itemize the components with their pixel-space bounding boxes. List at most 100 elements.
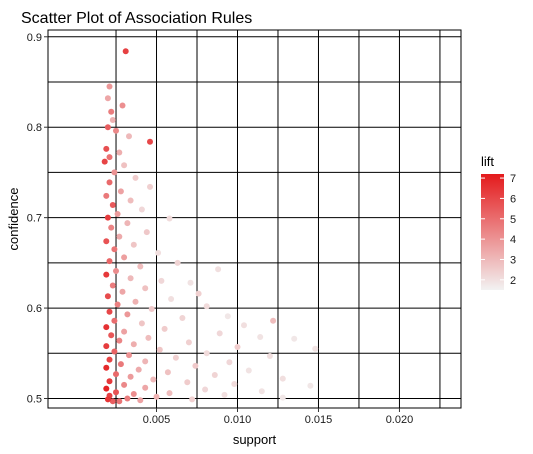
legend-break-label: 2 (510, 275, 516, 287)
data-point (117, 361, 124, 368)
y-tick-label: 0.8 (27, 122, 42, 134)
chart-title: Scatter Plot of Association Rules (21, 10, 252, 27)
data-point (106, 258, 113, 265)
data-point (312, 345, 319, 352)
legend-break-label: 6 (510, 193, 516, 205)
data-point (215, 266, 222, 273)
data-point (121, 162, 128, 169)
data-point (202, 386, 209, 393)
data-point (127, 275, 134, 282)
y-tick-label: 0.6 (27, 303, 42, 315)
data-point (121, 381, 128, 388)
y-tick-label: 0.9 (27, 32, 42, 44)
data-point (145, 334, 152, 341)
axis-tick-labels: 0.005 0.010 0.015 0.020 0.5 0.6 0.7 0.8 0.9 (27, 32, 414, 426)
data-point (195, 290, 202, 297)
data-point (279, 394, 286, 401)
data-point (185, 339, 192, 346)
data-point (113, 127, 119, 134)
data-point (103, 271, 110, 278)
data-point (148, 306, 155, 312)
legend-color-bar (481, 174, 504, 290)
data-point (113, 371, 119, 378)
data-point (166, 390, 173, 397)
data-point (114, 211, 121, 217)
data-point (231, 381, 238, 387)
data-point (137, 397, 144, 404)
data-point (158, 277, 165, 284)
data-point (114, 301, 121, 308)
x-tick-label: 0.015 (305, 414, 333, 426)
data-point (143, 229, 150, 236)
data-point (103, 238, 110, 245)
color-legend: lift 2 3 4 5 6 7 (481, 154, 516, 290)
data-point (130, 391, 137, 397)
data-point (116, 337, 123, 344)
data-point (106, 356, 113, 363)
data-point (155, 249, 162, 256)
data-point (121, 328, 128, 335)
data-point (147, 138, 153, 145)
data-point (124, 220, 131, 227)
legend-break-label: 4 (510, 234, 516, 246)
data-point (108, 224, 115, 231)
data-point (135, 366, 142, 373)
data-point (291, 335, 298, 342)
data-point (111, 246, 118, 253)
data-point (192, 362, 199, 369)
data-point (266, 353, 273, 359)
legend-ticks: 2 3 4 5 6 7 (481, 173, 516, 287)
y-tick-label: 0.7 (27, 213, 42, 225)
data-point (103, 324, 110, 331)
data-point (104, 396, 111, 403)
data-point (132, 174, 139, 181)
data-point (189, 396, 196, 403)
data-point (104, 124, 111, 131)
data-point (103, 385, 110, 392)
y-tick-label: 0.5 (27, 394, 42, 406)
data-point (164, 369, 171, 376)
legend-title: lift (481, 154, 494, 169)
data-point (113, 268, 119, 274)
data-point (103, 192, 110, 199)
data-point (106, 308, 113, 315)
data-point (203, 303, 210, 310)
data-point (172, 354, 179, 361)
data-point (111, 169, 118, 176)
data-points (101, 48, 319, 405)
data-point (307, 382, 314, 389)
legend-break-label: 3 (510, 254, 516, 266)
data-point (111, 317, 118, 324)
data-point (130, 341, 137, 348)
data-point (116, 233, 123, 240)
data-point (109, 398, 116, 405)
data-point (104, 293, 111, 300)
plot-panel (47, 29, 462, 409)
data-point (257, 334, 264, 340)
data-point (147, 183, 153, 190)
data-point (122, 48, 129, 55)
data-point (127, 197, 134, 204)
data-point (211, 372, 218, 378)
x-axis-label: support (233, 432, 277, 447)
data-point (117, 188, 124, 195)
data-point (106, 378, 113, 385)
data-point (270, 317, 277, 324)
data-point (245, 367, 252, 374)
legend-break-label: 5 (510, 214, 516, 226)
data-point (109, 202, 116, 208)
data-point (142, 358, 149, 365)
data-point (106, 83, 113, 90)
data-point (150, 376, 157, 383)
data-point (109, 117, 116, 123)
data-point (103, 364, 110, 371)
data-point (258, 388, 265, 395)
data-point (132, 298, 139, 305)
data-point (116, 149, 123, 156)
data-point (187, 279, 194, 286)
data-point (111, 348, 118, 355)
data-point (103, 145, 110, 152)
data-point (126, 352, 132, 359)
data-point (103, 343, 110, 350)
